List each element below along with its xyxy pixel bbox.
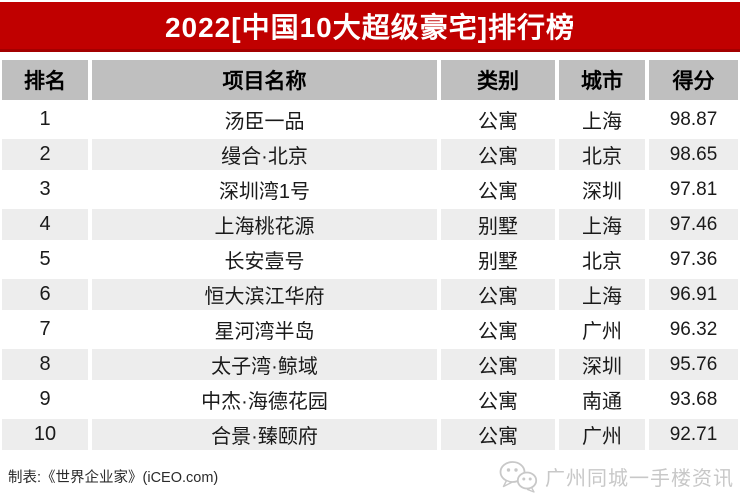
cell-category: 公寓: [441, 104, 555, 135]
cell-category: 公寓: [441, 279, 555, 310]
cell-rank: 4: [2, 209, 88, 240]
cell-score: 98.87: [649, 104, 738, 135]
cell-city: 广州: [559, 314, 645, 345]
cell-category: 别墅: [441, 244, 555, 275]
cell-category: 别墅: [441, 209, 555, 240]
header-cell-rank: 排名: [2, 60, 88, 100]
cell-score: 97.46: [649, 209, 738, 240]
cell-rank: 5: [2, 244, 88, 275]
watermark: 广州同城一手楼资讯: [498, 459, 734, 493]
cell-city: 深圳: [559, 174, 645, 205]
cell-name: 合景·臻颐府: [92, 419, 437, 450]
cell-name: 太子湾·鲸域: [92, 349, 437, 380]
cell-score: 97.81: [649, 174, 738, 205]
cell-rank: 1: [2, 104, 88, 135]
cell-score: 96.32: [649, 314, 738, 345]
cell-rank: 8: [2, 349, 88, 380]
cell-city: 北京: [559, 244, 645, 275]
header-cell-city: 城市: [559, 60, 645, 100]
cell-name: 缦合·北京: [92, 139, 437, 170]
cell-category: 公寓: [441, 314, 555, 345]
cell-city: 深圳: [559, 349, 645, 380]
cell-city: 上海: [559, 279, 645, 310]
cell-name: 长安壹号: [92, 244, 437, 275]
cell-city: 北京: [559, 139, 645, 170]
cell-category: 公寓: [441, 349, 555, 380]
cell-rank: 9: [2, 384, 88, 415]
cell-score: 97.36: [649, 244, 738, 275]
cell-score: 92.71: [649, 419, 738, 450]
header-cell-name: 项目名称: [92, 60, 437, 100]
cell-name: 恒大滨江华府: [92, 279, 437, 310]
cell-category: 公寓: [441, 139, 555, 170]
cell-city: 上海: [559, 209, 645, 240]
title-banner: 2022[中国10大超级豪宅]排行榜: [0, 2, 740, 52]
header-cell-category: 类别: [441, 60, 555, 100]
cell-name: 上海桃花源: [92, 209, 437, 240]
cell-city: 南通: [559, 384, 645, 415]
cell-name: 星河湾半岛: [92, 314, 437, 345]
cell-score: 96.91: [649, 279, 738, 310]
header-cell-score: 得分: [649, 60, 738, 100]
cell-name: 汤臣一品: [92, 104, 437, 135]
footer: 制表:《世界企业家》(iCEO.com) 广州同城一手楼资讯: [0, 450, 740, 502]
page-title: 2022[中国10大超级豪宅]排行榜: [164, 11, 576, 43]
watermark-text: 广州同城一手楼资讯: [545, 467, 734, 490]
cell-city: 上海: [559, 104, 645, 135]
cell-name: 深圳湾1号: [92, 174, 437, 205]
cell-rank: 3: [2, 174, 88, 205]
wechat-icon: [498, 459, 538, 493]
cell-category: 公寓: [441, 419, 555, 450]
cell-rank: 2: [2, 139, 88, 170]
cell-category: 公寓: [441, 174, 555, 205]
source-credit: 制表:《世界企业家》(iCEO.com): [8, 469, 219, 486]
ranking-table: 排名 项目名称 类别 城市 得分 1 汤臣一品 公寓 上海 98.87 2 缦合…: [2, 60, 738, 450]
cell-score: 93.68: [649, 384, 738, 415]
cell-score: 95.76: [649, 349, 738, 380]
cell-name: 中杰·海德花园: [92, 384, 437, 415]
cell-city: 广州: [559, 419, 645, 450]
cell-rank: 7: [2, 314, 88, 345]
cell-score: 98.65: [649, 139, 738, 170]
cell-category: 公寓: [441, 384, 555, 415]
cell-rank: 6: [2, 279, 88, 310]
cell-rank: 10: [2, 419, 88, 450]
